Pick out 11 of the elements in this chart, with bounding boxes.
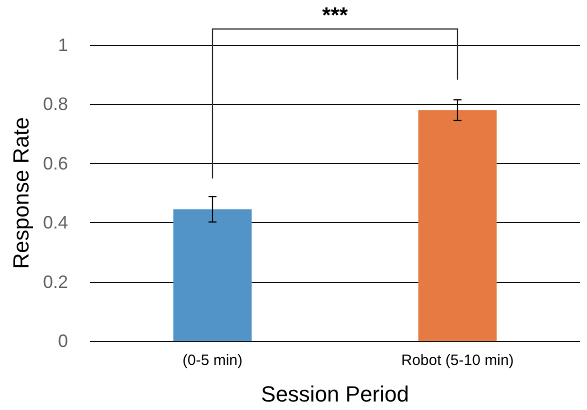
y-tick-label: 1 [58,35,68,55]
x-axis-title: Session Period [261,382,409,406]
y-tick-label: 0.8 [42,94,68,114]
x-tick-label: Robot (5-10 min) [401,352,514,369]
y-tick-label: 0.6 [42,153,68,174]
y-axis-title: Response Rate [8,117,34,269]
y-tick-label: 0.2 [42,272,68,292]
y-tick-label: 0.4 [42,212,68,233]
text: *** [322,2,348,28]
y-tick-label: 0 [58,331,68,351]
x-tick-label: (0-5 min) [182,352,243,369]
